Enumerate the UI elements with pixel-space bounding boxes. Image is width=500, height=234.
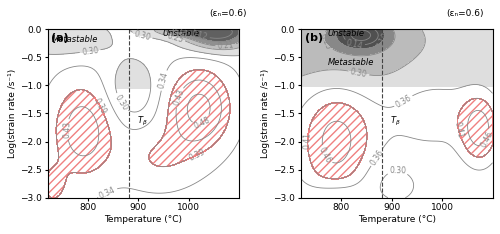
Text: 0.48: 0.48 <box>193 115 212 130</box>
Y-axis label: Log(strain rate /s⁻¹): Log(strain rate /s⁻¹) <box>262 69 270 158</box>
Text: 0.34: 0.34 <box>157 71 170 90</box>
Text: 0.21: 0.21 <box>217 40 234 51</box>
Text: (εₙ=0.6): (εₙ=0.6) <box>209 9 246 18</box>
X-axis label: Temperature (°C): Temperature (°C) <box>104 215 182 224</box>
Text: 0.16: 0.16 <box>170 24 189 40</box>
Text: 0.19: 0.19 <box>376 30 392 49</box>
Text: Metastable: Metastable <box>328 58 374 67</box>
Text: 0.30: 0.30 <box>112 93 130 112</box>
Text: 0.30: 0.30 <box>81 46 99 57</box>
Text: Metastable: Metastable <box>52 35 98 44</box>
Text: $T_\beta$: $T_\beta$ <box>137 115 147 128</box>
Text: Unstable: Unstable <box>328 29 364 38</box>
Text: 0.39: 0.39 <box>187 147 206 163</box>
Y-axis label: Log(strain rate /s⁻¹): Log(strain rate /s⁻¹) <box>8 69 18 158</box>
Text: 0.30: 0.30 <box>133 29 152 42</box>
Text: 0.12: 0.12 <box>190 29 209 42</box>
Text: 0.34: 0.34 <box>98 185 117 201</box>
Text: (a): (a) <box>52 33 69 43</box>
Text: 0.43: 0.43 <box>62 121 72 138</box>
Text: Unstable: Unstable <box>163 29 200 38</box>
Text: 0.14: 0.14 <box>346 38 364 51</box>
Text: $T_\beta$: $T_\beta$ <box>390 115 400 128</box>
Text: 0.46: 0.46 <box>479 129 494 149</box>
Text: 0.39: 0.39 <box>92 96 108 116</box>
X-axis label: Temperature (°C): Temperature (°C) <box>358 215 436 224</box>
Text: (εₙ=0.6): (εₙ=0.6) <box>446 9 484 18</box>
Text: 0.36: 0.36 <box>368 148 386 167</box>
Text: 0.41: 0.41 <box>452 120 464 139</box>
Text: 0.41: 0.41 <box>303 132 312 149</box>
Text: 0.25: 0.25 <box>166 31 184 44</box>
Text: 0.30: 0.30 <box>389 166 406 176</box>
Text: 0.43: 0.43 <box>172 88 185 107</box>
Text: 0.46: 0.46 <box>317 146 333 165</box>
Text: 0.25: 0.25 <box>318 33 333 51</box>
Text: (b): (b) <box>304 33 322 43</box>
Text: 0.36: 0.36 <box>394 93 413 109</box>
Text: 0.30: 0.30 <box>350 67 368 79</box>
